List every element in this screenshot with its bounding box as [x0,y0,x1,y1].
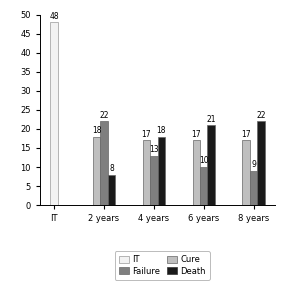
Text: 22: 22 [99,111,109,120]
Legend: IT, Failure, Cure, Death: IT, Failure, Cure, Death [115,251,210,280]
Bar [108,175,115,205]
Bar [250,171,257,205]
Bar [100,121,108,205]
Text: 21: 21 [206,115,216,124]
Text: 13: 13 [149,145,159,154]
Bar [200,167,207,205]
Bar [242,140,250,205]
Text: 17: 17 [142,130,151,139]
Bar [193,140,200,205]
Text: 18: 18 [92,126,101,135]
Text: 17: 17 [191,130,201,139]
Bar [51,22,58,205]
Bar [158,137,165,205]
Text: 8: 8 [109,164,114,173]
Bar [93,137,100,205]
Text: 18: 18 [156,126,166,135]
Bar [150,156,158,205]
Bar [207,125,215,205]
Text: 17: 17 [241,130,251,139]
Text: 48: 48 [49,12,59,21]
Text: 10: 10 [199,156,208,166]
Text: 22: 22 [256,111,266,120]
Bar [257,121,265,205]
Bar [143,140,150,205]
Text: 9: 9 [251,160,256,169]
